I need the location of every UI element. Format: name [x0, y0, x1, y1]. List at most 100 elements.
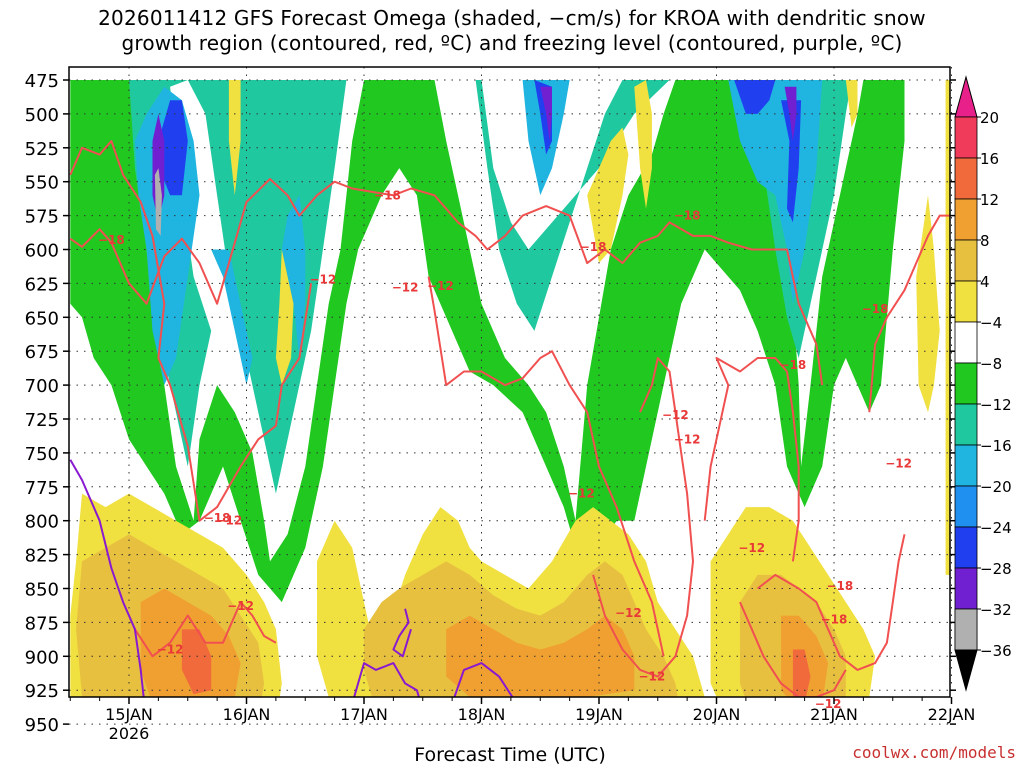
- contour-label: −18: [826, 579, 853, 593]
- contour-label: −18: [580, 240, 607, 254]
- contour-dgz-21: [756, 534, 906, 671]
- contour-freezing-c: [453, 662, 514, 697]
- plot-border: [68, 66, 951, 698]
- colorbar-label: −8: [980, 355, 1002, 373]
- contour-label: −12: [568, 487, 595, 501]
- omega-shade-polygon: [540, 86, 552, 141]
- colorbar-swatch: [954, 362, 978, 405]
- y-tick-label: 675: [25, 342, 59, 363]
- colorbar-label: −12: [980, 396, 1012, 414]
- colorbar-swatch: [954, 239, 978, 282]
- y-tick-label: 950: [25, 715, 59, 736]
- contour-label: −18: [674, 209, 701, 223]
- x-tick-label: 19JAN: [575, 705, 623, 724]
- contour-label: −12: [427, 279, 454, 293]
- colorbar-swatch: [954, 403, 978, 446]
- contour-label: −18: [204, 511, 231, 525]
- omega-shade-polygon: [446, 615, 635, 697]
- x-tick-sublabel: 2026: [109, 724, 150, 743]
- contour-freezing-d: [392, 608, 412, 658]
- omega-shade-polygon: [228, 80, 241, 196]
- y-tick-label: 850: [25, 580, 59, 601]
- contour-label: −12: [309, 272, 336, 286]
- omega-shade-polygon: [945, 80, 950, 575]
- omega-shade-polygon: [792, 649, 811, 697]
- colorbar-label: 20: [980, 109, 999, 127]
- colorbar-label: 8: [980, 232, 990, 250]
- x-axis-label: Forecast Time (UTC): [414, 744, 606, 766]
- omega-shade-polygon: [158, 100, 188, 196]
- contour-label: −12: [674, 432, 701, 446]
- omega-shade-polygon: [845, 80, 858, 128]
- colorbar-label: 16: [980, 150, 999, 168]
- contour-label: −12: [815, 697, 842, 711]
- y-tick-label: 575: [25, 207, 59, 228]
- contour-label: −12: [227, 599, 254, 613]
- colorbar-swatch: [954, 526, 978, 569]
- contour-dgz-21b: [739, 601, 847, 697]
- omega-shade-polygon: [781, 100, 802, 223]
- contour-label: −12: [638, 670, 665, 684]
- contour-label: −18: [862, 302, 889, 316]
- contour-freezing-b: [353, 662, 420, 697]
- plot-frame: [68, 66, 951, 698]
- contour-dgz-mid-b: [592, 357, 694, 678]
- x-tick-label: 22JAN: [928, 705, 976, 724]
- y-tick-label: 875: [25, 613, 59, 634]
- colorbar-swatch: [954, 608, 978, 651]
- omega-shade-polygon: [181, 629, 212, 695]
- contour-freezing-a: [69, 459, 145, 697]
- x-tick-label: 17JAN: [340, 705, 388, 724]
- y-axis: 475 500 525 550 575 600 625 650 675 700 725 750 775 8…: [25, 71, 956, 736]
- contour-dgz-mid-a: [427, 276, 665, 657]
- y-tick-label: 750: [25, 444, 59, 465]
- omega-shade-polygon: [634, 80, 652, 209]
- colorbar-top-arrow: [954, 75, 978, 118]
- omega-shade-polygon: [587, 127, 629, 264]
- omega-shade-polygon: [734, 80, 776, 114]
- colorbar-swatch: [954, 116, 978, 159]
- colorbar-label: −28: [980, 560, 1012, 578]
- y-tick-label: 825: [25, 546, 59, 567]
- contour-labels: −18−12−18−12−12−12−18−12 −12−18−12−12−12−…: [98, 188, 912, 711]
- colorbar-swatch: [954, 567, 978, 610]
- contour-dgz-upper: [69, 178, 824, 386]
- y-tick-label: 800: [25, 512, 59, 533]
- contour-label: −12: [615, 606, 642, 620]
- contour-label: −18: [374, 188, 401, 202]
- colorbar-label: −36: [980, 642, 1012, 660]
- contour-label: −12: [885, 457, 912, 471]
- contour-label: −12: [738, 541, 765, 555]
- colorbar-label: −20: [980, 478, 1012, 496]
- colorbar-label: 4: [980, 273, 990, 291]
- contour-label: −18: [821, 613, 848, 627]
- contour-dgz-low-band: [134, 601, 277, 658]
- chart-title-line-2: growth region (contoured, red, ºC) and f…: [121, 31, 903, 55]
- colorbar-swatch: [954, 198, 978, 241]
- colorbar-label: −4: [980, 314, 1002, 332]
- contour-label: −12: [157, 643, 184, 657]
- contour-label: −18: [779, 358, 806, 372]
- y-tick-label: 900: [25, 647, 59, 668]
- y-tick-label: 700: [25, 376, 59, 397]
- contour-label: −12: [215, 514, 242, 528]
- colorbar-label: −32: [980, 601, 1012, 619]
- x-tick-label: 15JAN: [105, 705, 153, 724]
- contour-label: −12: [392, 280, 419, 294]
- chart-title: 2026011412 GFS Forecast Omega (shaded, −…: [0, 6, 1024, 56]
- colorbar-bottom-arrow: [954, 649, 978, 692]
- colorbar-label: 12: [980, 191, 999, 209]
- y-tick-label: 550: [25, 173, 59, 194]
- omega-shade-polygon: [70, 80, 905, 603]
- contour-label: −12: [662, 408, 689, 422]
- colorbar-label: −16: [980, 437, 1012, 455]
- omega-shade-polygon: [281, 195, 306, 358]
- credit-text: coolwx.com/models: [852, 743, 1016, 762]
- x-tick-label: 18JAN: [458, 705, 506, 724]
- y-tick-label: 650: [25, 308, 59, 329]
- colorbar: 20 16 12 8 4 −4 −8 −12 −16 −20 −24 −28 −32 −36: [954, 75, 1012, 692]
- y-tick-label: 725: [25, 410, 59, 431]
- y-tick-label: 525: [25, 139, 59, 160]
- contour-label: −18: [98, 233, 125, 247]
